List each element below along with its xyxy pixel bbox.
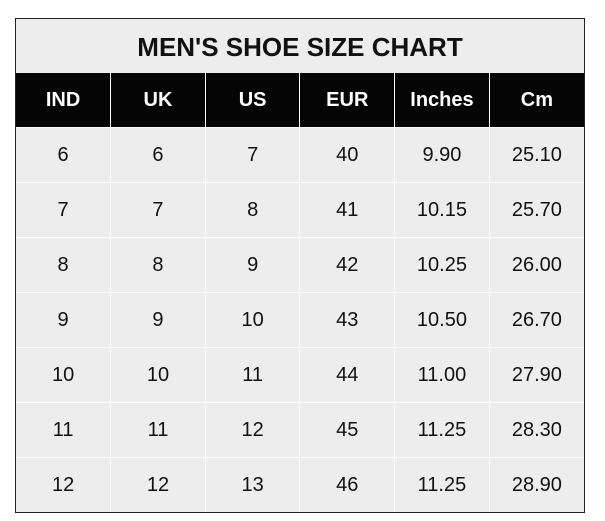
header-row: IND UK US EUR Inches Cm: [16, 73, 584, 128]
table-row: 11 11 12 45 11.25 28.30: [16, 402, 584, 458]
table-row: 9 9 10 43 10.50 26.70: [16, 292, 584, 348]
table-row: 6 6 7 40 9.90 25.10: [16, 127, 584, 183]
cell-uk: 11: [110, 402, 206, 458]
column-header-uk: UK: [110, 73, 206, 128]
column-header-us: US: [204, 73, 301, 128]
cell-ind: 12: [16, 457, 112, 512]
table-body: 6 6 7 40 9.90 25.10 7 7 8 41 10.15 25.70 8 8 9 42 10.25 2…: [16, 127, 584, 512]
cell-us: 12: [204, 402, 301, 458]
cell-us: 8: [204, 182, 301, 238]
cell-ind: 10: [16, 347, 112, 403]
cell-inches: 10.50: [394, 292, 490, 348]
cell-cm: 27.90: [488, 347, 584, 403]
cell-inches: 9.90: [394, 127, 490, 183]
cell-uk: 12: [110, 457, 206, 512]
cell-us: 13: [204, 457, 301, 512]
cell-cm: 28.30: [488, 402, 584, 458]
cell-us: 9: [204, 237, 301, 293]
chart-title: MEN'S SHOE SIZE CHART: [16, 19, 584, 73]
cell-us: 10: [204, 292, 301, 348]
cell-eur: 41: [299, 182, 396, 238]
column-header-inches: Inches: [394, 73, 490, 128]
cell-cm: 25.10: [488, 127, 584, 183]
cell-us: 7: [204, 127, 301, 183]
table-row: 8 8 9 42 10.25 26.00: [16, 237, 584, 293]
cell-inches: 11.00: [394, 347, 490, 403]
cell-cm: 28.90: [488, 457, 584, 512]
cell-eur: 43: [299, 292, 396, 348]
cell-eur: 44: [299, 347, 396, 403]
table-row: 12 12 13 46 11.25 28.90: [16, 457, 584, 512]
cell-uk: 6: [110, 127, 206, 183]
cell-ind: 7: [16, 182, 112, 238]
cell-uk: 7: [110, 182, 206, 238]
cell-cm: 26.00: [488, 237, 584, 293]
cell-ind: 9: [16, 292, 112, 348]
cell-uk: 8: [110, 237, 206, 293]
cell-inches: 10.25: [394, 237, 490, 293]
cell-us: 11: [204, 347, 301, 403]
size-chart: MEN'S SHOE SIZE CHART IND UK US EUR Inches Cm…: [15, 18, 585, 513]
size-table: IND UK US EUR Inches Cm 6 6 7 40 9.90 25.10 7 7 8 41 10…: [16, 73, 584, 512]
cell-uk: 9: [110, 292, 206, 348]
cell-inches: 11.25: [394, 402, 490, 458]
column-header-ind: IND: [16, 73, 112, 128]
cell-cm: 26.70: [488, 292, 584, 348]
cell-eur: 40: [299, 127, 396, 183]
table-row: 10 10 11 44 11.00 27.90: [16, 347, 584, 403]
cell-ind: 8: [16, 237, 112, 293]
column-header-eur: EUR: [299, 73, 396, 128]
cell-ind: 11: [16, 402, 112, 458]
cell-eur: 46: [299, 457, 396, 512]
cell-cm: 25.70: [488, 182, 584, 238]
cell-inches: 11.25: [394, 457, 490, 512]
cell-ind: 6: [16, 127, 112, 183]
table-row: 7 7 8 41 10.15 25.70: [16, 182, 584, 238]
cell-eur: 45: [299, 402, 396, 458]
cell-uk: 10: [110, 347, 206, 403]
cell-eur: 42: [299, 237, 396, 293]
cell-inches: 10.15: [394, 182, 490, 238]
column-header-cm: Cm: [488, 73, 584, 128]
